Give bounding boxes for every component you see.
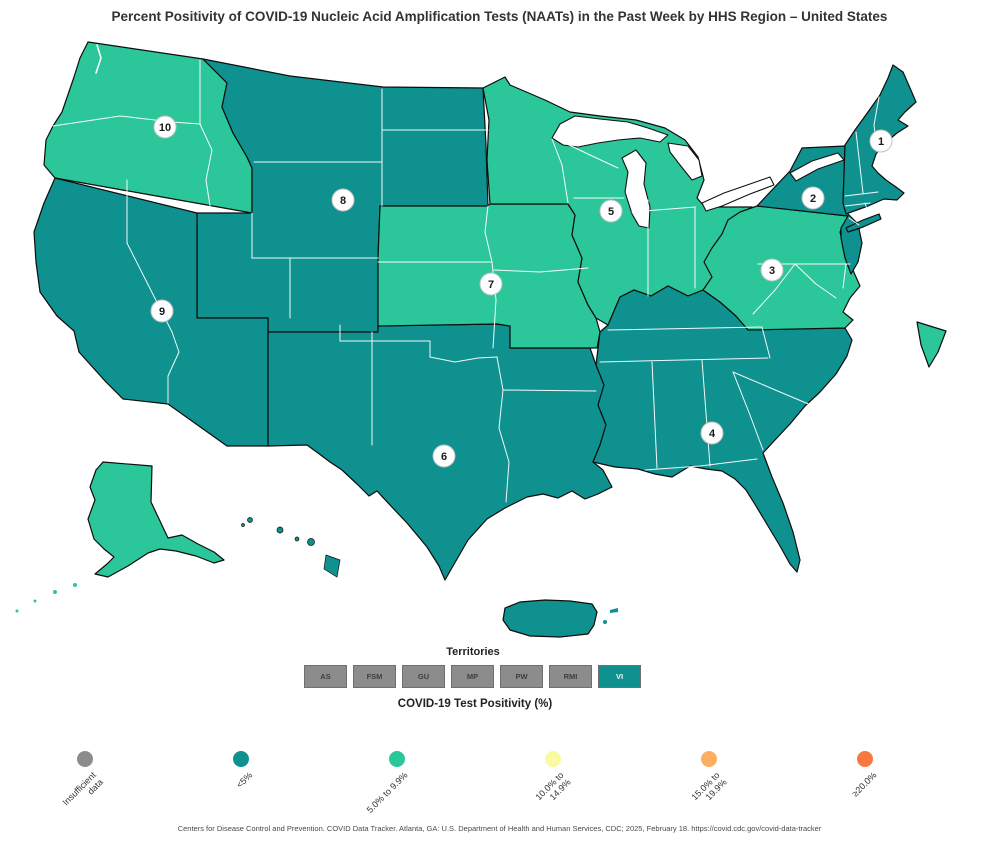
svg-text:8: 8: [340, 195, 346, 207]
svg-text:4: 4: [709, 428, 716, 440]
svg-text:7: 7: [488, 279, 494, 291]
alaska[interactable]: [87, 461, 225, 578]
hhs-region-2[interactable]: [756, 145, 863, 275]
region-badge-2[interactable]: 2: [801, 186, 825, 210]
region-badge-6[interactable]: 6: [432, 444, 456, 468]
legend-swatch-15to19: [701, 751, 717, 767]
territory-box-fsm[interactable]: FSM: [353, 665, 396, 688]
territory-box-mp[interactable]: MP: [451, 665, 494, 688]
legend-swatch-lt5: [233, 751, 249, 767]
territories-row: AS FSM GU MP PW RMI VI: [304, 665, 641, 688]
region-badge-10[interactable]: 10: [153, 115, 177, 139]
svg-text:6: 6: [441, 451, 447, 463]
svg-text:2: 2: [810, 193, 816, 205]
region-badges: 1 2 3 4 5 6 7 8: [150, 115, 893, 468]
legend-swatch-5to9: [389, 751, 405, 767]
long-island[interactable]: [845, 213, 882, 233]
lake-huron: [667, 142, 703, 181]
page-title: Percent Positivity of COVID-19 Nucleic A…: [111, 9, 888, 24]
territory-box-as[interactable]: AS: [304, 665, 347, 688]
puerto-rico[interactable]: [502, 599, 618, 638]
lake-ontario: [789, 152, 845, 182]
territory-box-gu[interactable]: GU: [402, 665, 445, 688]
aleutian-island: [73, 583, 77, 587]
territory-box-pw[interactable]: PW: [500, 665, 543, 688]
region-badge-1[interactable]: 1: [869, 129, 893, 153]
svg-text:9: 9: [159, 306, 165, 318]
region-badge-4[interactable]: 4: [700, 421, 724, 445]
svg-text:10: 10: [159, 122, 171, 134]
legend-swatch-insufficient: [77, 751, 93, 767]
svg-text:3: 3: [769, 265, 775, 277]
lake-superior: [551, 115, 669, 148]
svg-text:5: 5: [608, 206, 614, 218]
svg-text:1: 1: [878, 136, 884, 148]
lake-michigan: [621, 149, 651, 229]
aleutian-island: [33, 599, 37, 603]
district-of-columbia-marker[interactable]: [916, 321, 947, 368]
legend-swatch-10to14: [545, 751, 561, 767]
region-badge-7[interactable]: 7: [479, 272, 503, 296]
region-badge-3[interactable]: 3: [760, 258, 784, 282]
region-badge-8[interactable]: 8: [331, 188, 355, 212]
territories-title: Territories: [446, 646, 500, 658]
region-badge-5[interactable]: 5: [599, 199, 623, 223]
aleutian-island: [15, 609, 19, 613]
state-boundaries: [52, 44, 880, 503]
territory-box-vi[interactable]: VI: [598, 665, 641, 688]
great-lakes: [551, 115, 845, 229]
legend-title: COVID-19 Test Positivity (%): [397, 698, 553, 710]
lake-erie: [701, 176, 775, 212]
territory-box-rmi[interactable]: RMI: [549, 665, 592, 688]
source-citation: Centers for Disease Control and Preventi…: [177, 824, 822, 833]
hawaii[interactable]: [241, 517, 341, 578]
region-badge-9[interactable]: 9: [150, 299, 174, 323]
aleutian-island: [53, 590, 57, 594]
legend-swatch-20plus: [857, 751, 873, 767]
